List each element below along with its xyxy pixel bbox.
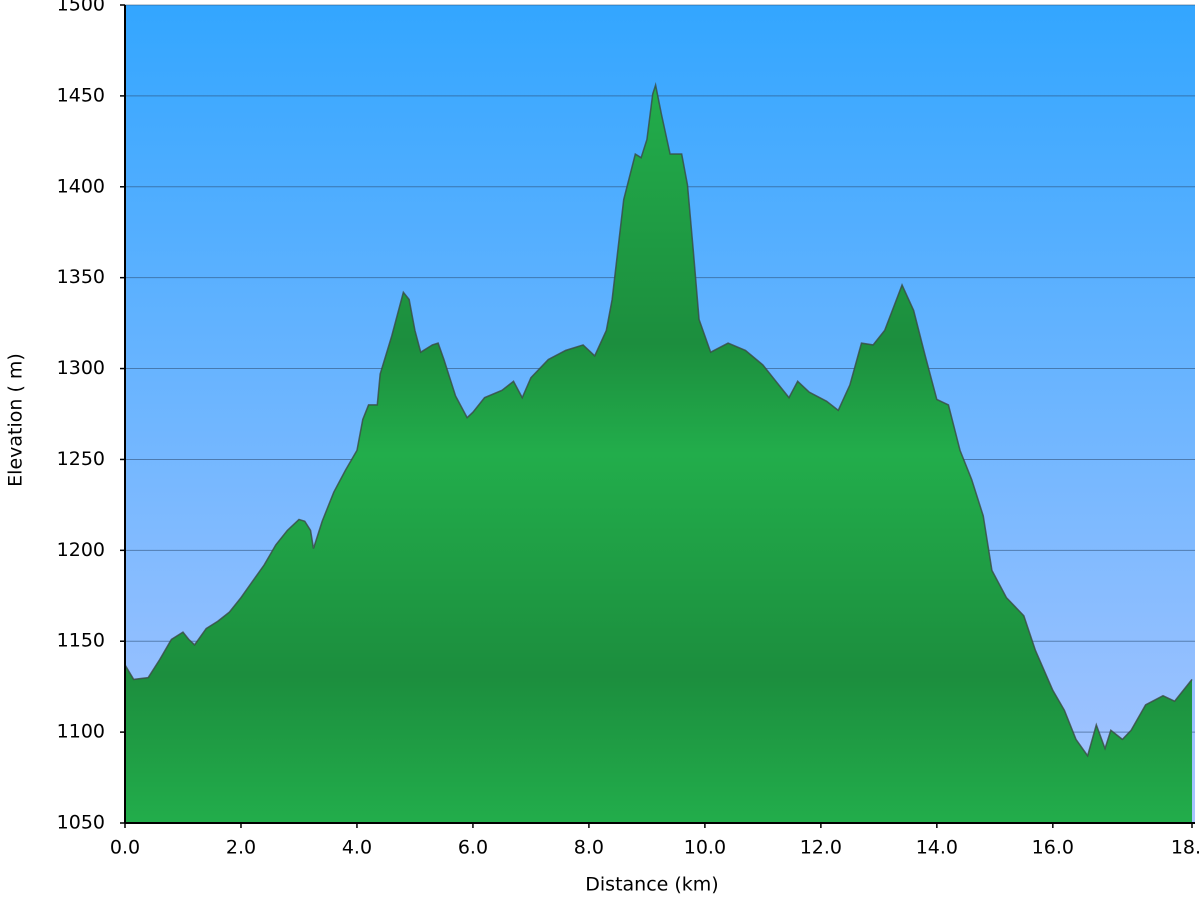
y-tick-label: 1300 [57,357,105,379]
x-tick-label: 4.0 [342,837,372,859]
x-tick-label: 2.0 [226,837,256,859]
area-shade [125,84,1192,823]
y-tick-label: 1350 [57,266,105,288]
x-tick-label: 18.4 [1171,837,1200,859]
y-tick-label: 1450 [57,84,105,106]
y-tick-label: 1250 [57,448,105,470]
y-axis-title: Elevation ( m) [5,353,27,487]
x-tick-label: 0.0 [110,837,140,859]
elevation-outline [124,81,1193,758]
x-tick-label: 16.0 [1032,837,1074,859]
y-tick-label: 1400 [57,175,105,197]
x-tick-label: 12.0 [800,837,842,859]
y-tick-label: 1050 [57,812,105,834]
y-tick-label: 1200 [57,539,105,561]
y-tick-label: 1100 [57,721,105,743]
y-tick-label: 1500 [57,0,105,16]
x-tick-label: 14.0 [916,837,958,859]
x-tick-label: 8.0 [574,837,604,859]
x-tick-label: 10.0 [684,837,726,859]
x-axis-title: Distance (km) [585,874,718,896]
x-tick-label: 6.0 [458,837,488,859]
y-tick-label: 1150 [57,630,105,652]
